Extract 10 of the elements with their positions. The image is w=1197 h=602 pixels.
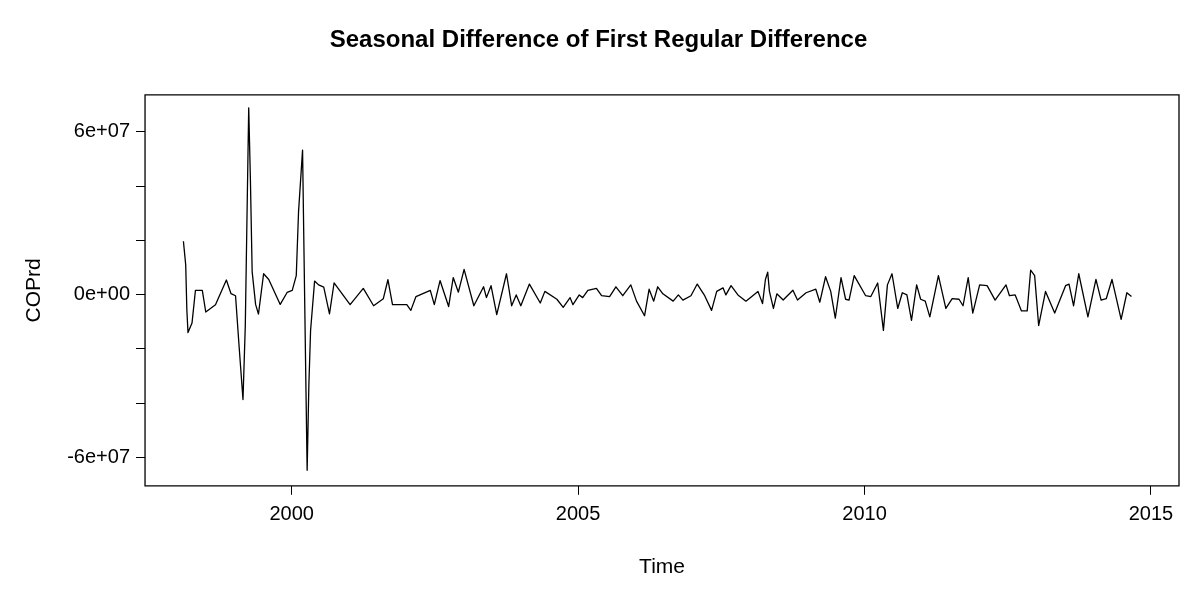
y-axis-title: COPrd <box>21 258 45 323</box>
x-tick-label: 2015 <box>1128 502 1174 525</box>
x-tick-label: 2005 <box>555 502 601 525</box>
y-tick-label: -6e+07 <box>67 444 131 467</box>
x-tick-label: 2010 <box>842 502 887 525</box>
y-tick-label: 0e+00 <box>73 282 131 305</box>
x-tick-label: 2000 <box>269 502 314 525</box>
x-axis-title: Time <box>639 554 685 578</box>
chart-title: Seasonal Difference of First Regular Difference <box>329 25 868 53</box>
y-tick-label: 6e+07 <box>73 119 131 142</box>
